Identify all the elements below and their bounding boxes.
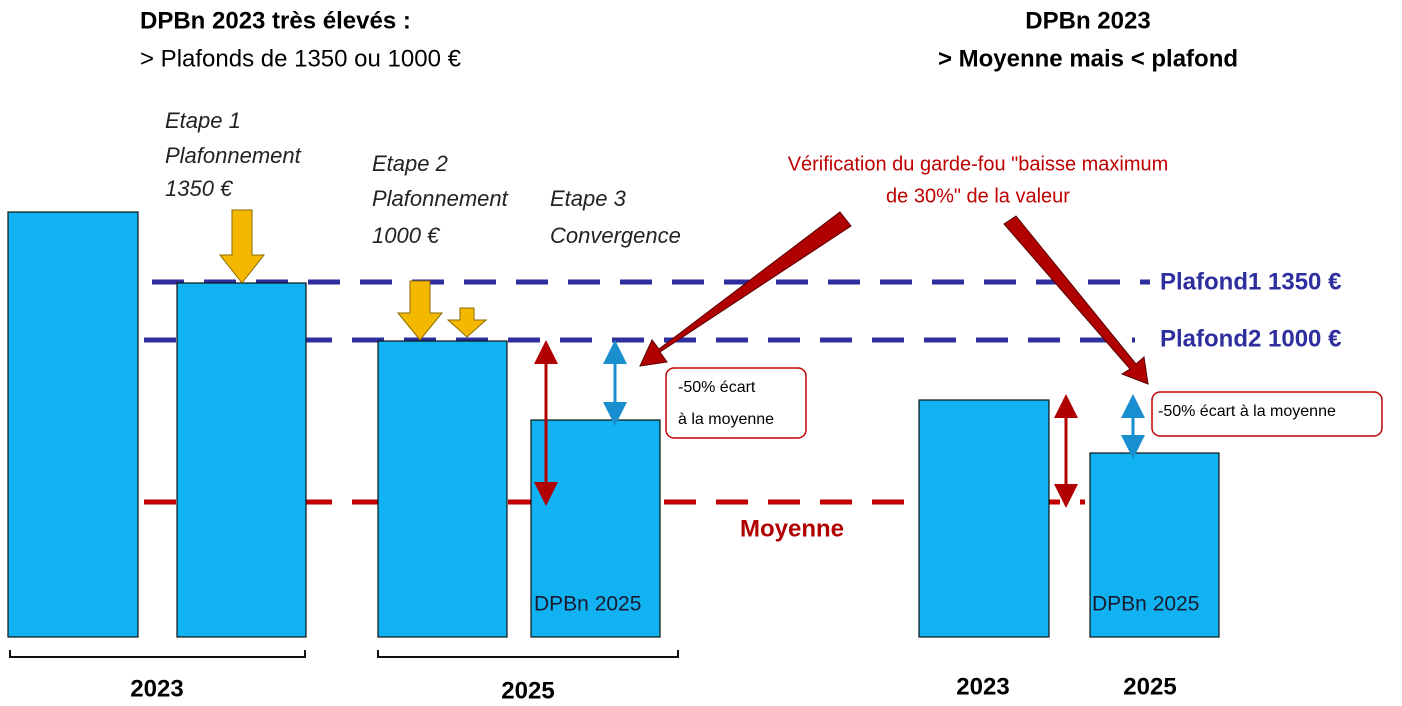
- step-text: Etape 1: [165, 108, 241, 133]
- bar: [918, 399, 1050, 638]
- step-text: Plafonnement: [165, 143, 302, 168]
- orange-arrows: [218, 209, 488, 341]
- note-text: -50% écart à la moyenne: [1158, 403, 1336, 420]
- bar: [176, 282, 307, 638]
- bar-label: DPBn 2025: [1092, 593, 1199, 616]
- bracket: [9, 650, 306, 658]
- brackets: [9, 650, 679, 658]
- bar-label: DPBn 2025: [534, 593, 641, 616]
- bracket: [377, 650, 679, 658]
- year-label: 2023: [130, 675, 183, 702]
- right-subtitle: > Moyenne mais < plafond: [938, 45, 1238, 72]
- moyenne-label: Moyenne: [740, 515, 844, 542]
- step-text: Etape 3: [550, 186, 627, 211]
- headers: DPBn 2023 très élevés : > Plafonds de 13…: [140, 7, 1238, 72]
- left-subtitle: > Plafonds de 1350 ou 1000 €: [140, 45, 462, 72]
- annotation: Vérification du garde-fou "baisse maximu…: [788, 153, 1169, 175]
- note-box: [665, 367, 807, 439]
- pointer-arrow: [1003, 215, 1149, 385]
- note-text: à la moyenne: [678, 411, 774, 428]
- plafond2-label: Plafond2 1000 €: [1160, 325, 1341, 352]
- plafond1-label: Plafond1 1350 €: [1160, 268, 1341, 295]
- big-arrows: [639, 211, 1149, 385]
- right-title: DPBn 2023: [1025, 7, 1150, 34]
- note-box: [1151, 391, 1383, 437]
- gap-arrows: [534, 340, 1145, 508]
- bar: [1089, 452, 1220, 638]
- pointer-arrow: [639, 211, 852, 367]
- steps: Etape 1 Plafonnement 1350 € Etape 2 Plaf…: [165, 108, 681, 248]
- bar: [7, 211, 139, 638]
- down-arrow: [218, 209, 266, 284]
- bar: [377, 340, 508, 638]
- year-label: 2025: [501, 677, 554, 704]
- step-text: Convergence: [550, 223, 681, 248]
- annotation: de 30%" de la valeur: [886, 185, 1070, 207]
- step-text: 1350 €: [165, 176, 234, 201]
- step-text: Plafonnement: [372, 186, 509, 211]
- step-text: Etape 2: [372, 151, 448, 176]
- note-text: -50% écart: [678, 379, 756, 396]
- down-arrow: [446, 307, 488, 338]
- left-title: DPBn 2023 très élevés :: [140, 7, 411, 34]
- step-text: 1000 €: [372, 223, 441, 248]
- notes: -50% écart à la moyenne -50% écart à la …: [665, 367, 1383, 439]
- year-label: 2023: [956, 673, 1009, 700]
- down-arrow: [396, 280, 444, 341]
- bars: [7, 211, 1220, 638]
- year-label: 2025: [1123, 673, 1176, 700]
